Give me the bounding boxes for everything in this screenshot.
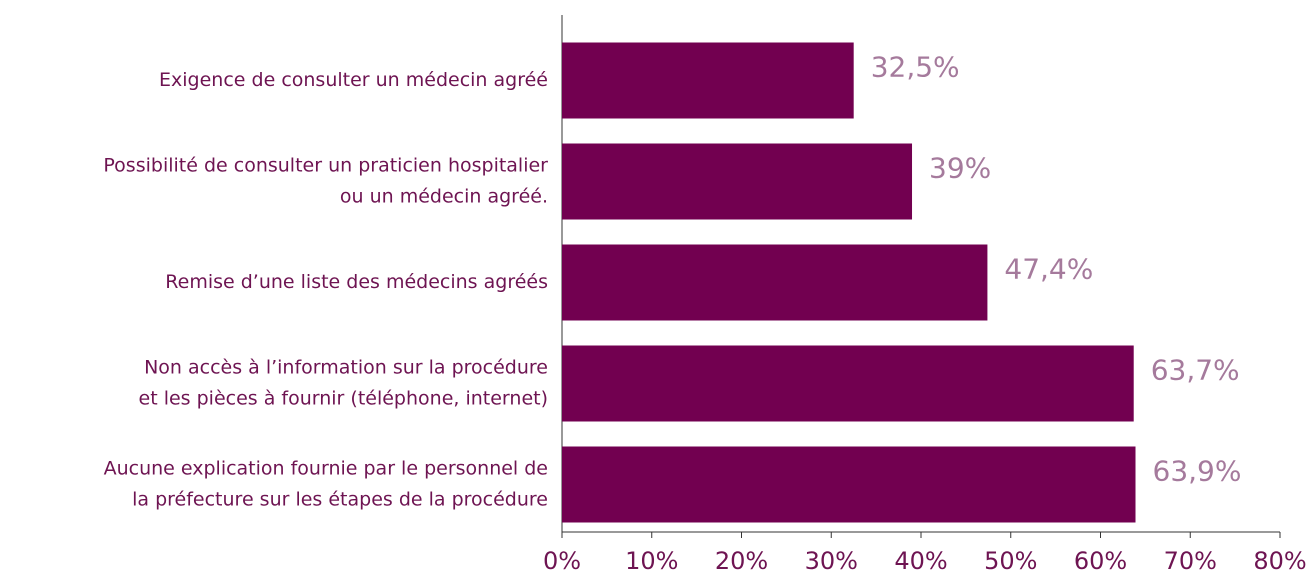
category-label: la préfecture sur les étapes de la procé…: [132, 489, 548, 511]
value-label: 63,9%: [1153, 455, 1242, 488]
value-label: 32,5%: [871, 51, 960, 84]
x-tick-label: 10%: [625, 547, 678, 575]
bar: [562, 345, 1134, 422]
category-label: Aucune explication fournie par le person…: [104, 458, 548, 480]
value-label: 39%: [929, 152, 991, 185]
category-label: ou un médecin agréé.: [340, 186, 548, 208]
bar: [562, 244, 988, 321]
bar: [562, 143, 913, 220]
x-tick-label: 50%: [984, 547, 1037, 575]
category-label: Exigence de consulter un médecin agréé: [159, 69, 548, 91]
value-label: 47,4%: [1004, 253, 1093, 286]
value-label: 63,7%: [1151, 354, 1240, 387]
category-label: et les pièces à fournir (téléphone, inte…: [139, 388, 548, 410]
category-label: Non accès à l’information sur la procédu…: [144, 357, 548, 379]
category-label: Possibilité de consulter un praticien ho…: [103, 155, 548, 177]
x-tick-label: 20%: [715, 547, 768, 575]
x-tick-label: 60%: [1074, 547, 1127, 575]
category-label: Remise d’une liste des médecins agréés: [165, 271, 548, 293]
x-tick-label: 70%: [1164, 547, 1217, 575]
bar: [562, 446, 1136, 523]
bar: [562, 42, 854, 119]
x-tick-label: 30%: [805, 547, 858, 575]
x-tick-label: 40%: [894, 547, 947, 575]
x-tick-label: 0%: [543, 547, 581, 575]
x-tick-label: 80%: [1253, 547, 1306, 575]
